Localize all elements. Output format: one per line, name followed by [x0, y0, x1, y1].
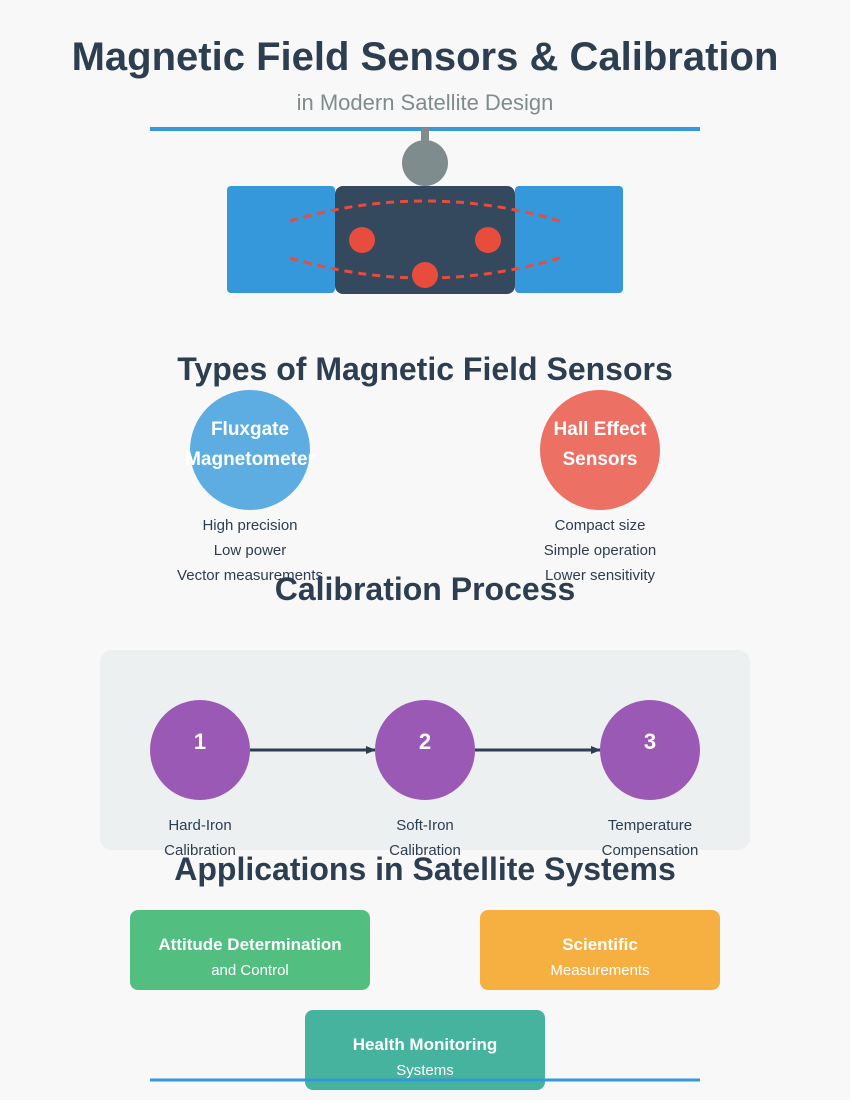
sensor-name-line: Magnetometer: [185, 449, 315, 470]
sensor-feature: Lower sensitivity: [545, 567, 656, 584]
app-card-background: [305, 1010, 545, 1090]
step-circle: [375, 700, 475, 800]
sensor-dot: [475, 227, 501, 253]
app-card-health: Health Monitoring Systems: [305, 1010, 545, 1090]
sensor-dot: [412, 262, 438, 288]
step-number: 2: [419, 729, 431, 754]
app-card-background: [480, 910, 720, 990]
step-label-line: Soft-Iron: [396, 817, 454, 834]
sensor-dot: [349, 227, 375, 253]
page-title: Magnetic Field Sensors & Calibration: [72, 35, 779, 79]
app-card-attitude: Attitude Determination and Control: [130, 910, 370, 990]
sensor-name-line: Hall Effect: [554, 419, 648, 440]
page-subtitle: in Modern Satellite Design: [297, 90, 554, 115]
sensor-card-hall-effect: Hall Effect Sensors Compact size Simple …: [540, 390, 660, 584]
step-label-line: Calibration: [164, 842, 236, 859]
field-line-lower: [289, 256, 561, 280]
step-number: 1: [194, 729, 206, 754]
field-line-upper: [289, 199, 561, 223]
solar-panel-left: [227, 186, 335, 293]
sensor-badge-hall-effect: [540, 390, 660, 510]
step-label-line: Calibration: [389, 842, 461, 859]
applications-heading: Applications in Satellite Systems: [174, 851, 675, 887]
satellite-illustration: [227, 128, 623, 294]
app-card-title: Attitude Determination: [158, 935, 341, 954]
app-card-subtitle: Measurements: [550, 962, 649, 979]
app-card-background: [130, 910, 370, 990]
calibration-heading: Calibration Process: [275, 571, 576, 607]
step-label-line: Compensation: [602, 842, 699, 859]
sensor-feature: Compact size: [555, 517, 646, 534]
step-number: 3: [644, 729, 656, 754]
satellite-body: [335, 186, 515, 294]
step-circle: [150, 700, 250, 800]
solar-panel-right: [515, 186, 623, 293]
app-card-subtitle: and Control: [211, 962, 289, 979]
sensor-name-line: Fluxgate: [211, 419, 289, 440]
app-card-subtitle: Systems: [396, 1062, 454, 1079]
sensor-card-fluxgate: Fluxgate Magnetometer High precision Low…: [177, 390, 323, 584]
step-label-line: Hard-Iron: [168, 817, 231, 834]
step-label-line: Temperature: [608, 817, 692, 834]
sensor-name-line: Sensors: [563, 449, 638, 470]
calibration-step-3: 3 Temperature Compensation: [600, 700, 700, 859]
sensor-feature: High precision: [202, 517, 297, 534]
sensor-feature: Vector measurements: [177, 567, 323, 584]
sensor-badge-fluxgate: [190, 390, 310, 510]
sensor-feature: Low power: [214, 542, 287, 559]
app-card-title: Scientific: [562, 935, 638, 954]
calibration-step-1: 1 Hard-Iron Calibration: [150, 700, 250, 859]
step-circle: [600, 700, 700, 800]
calibration-step-2: 2 Soft-Iron Calibration: [375, 700, 475, 859]
antenna-dish: [402, 140, 448, 186]
app-card-scientific: Scientific Measurements: [480, 910, 720, 990]
sensors-heading: Types of Magnetic Field Sensors: [177, 351, 673, 387]
sensor-feature: Simple operation: [544, 542, 657, 559]
antenna-mast: [421, 128, 429, 148]
app-card-title: Health Monitoring: [353, 1035, 497, 1054]
